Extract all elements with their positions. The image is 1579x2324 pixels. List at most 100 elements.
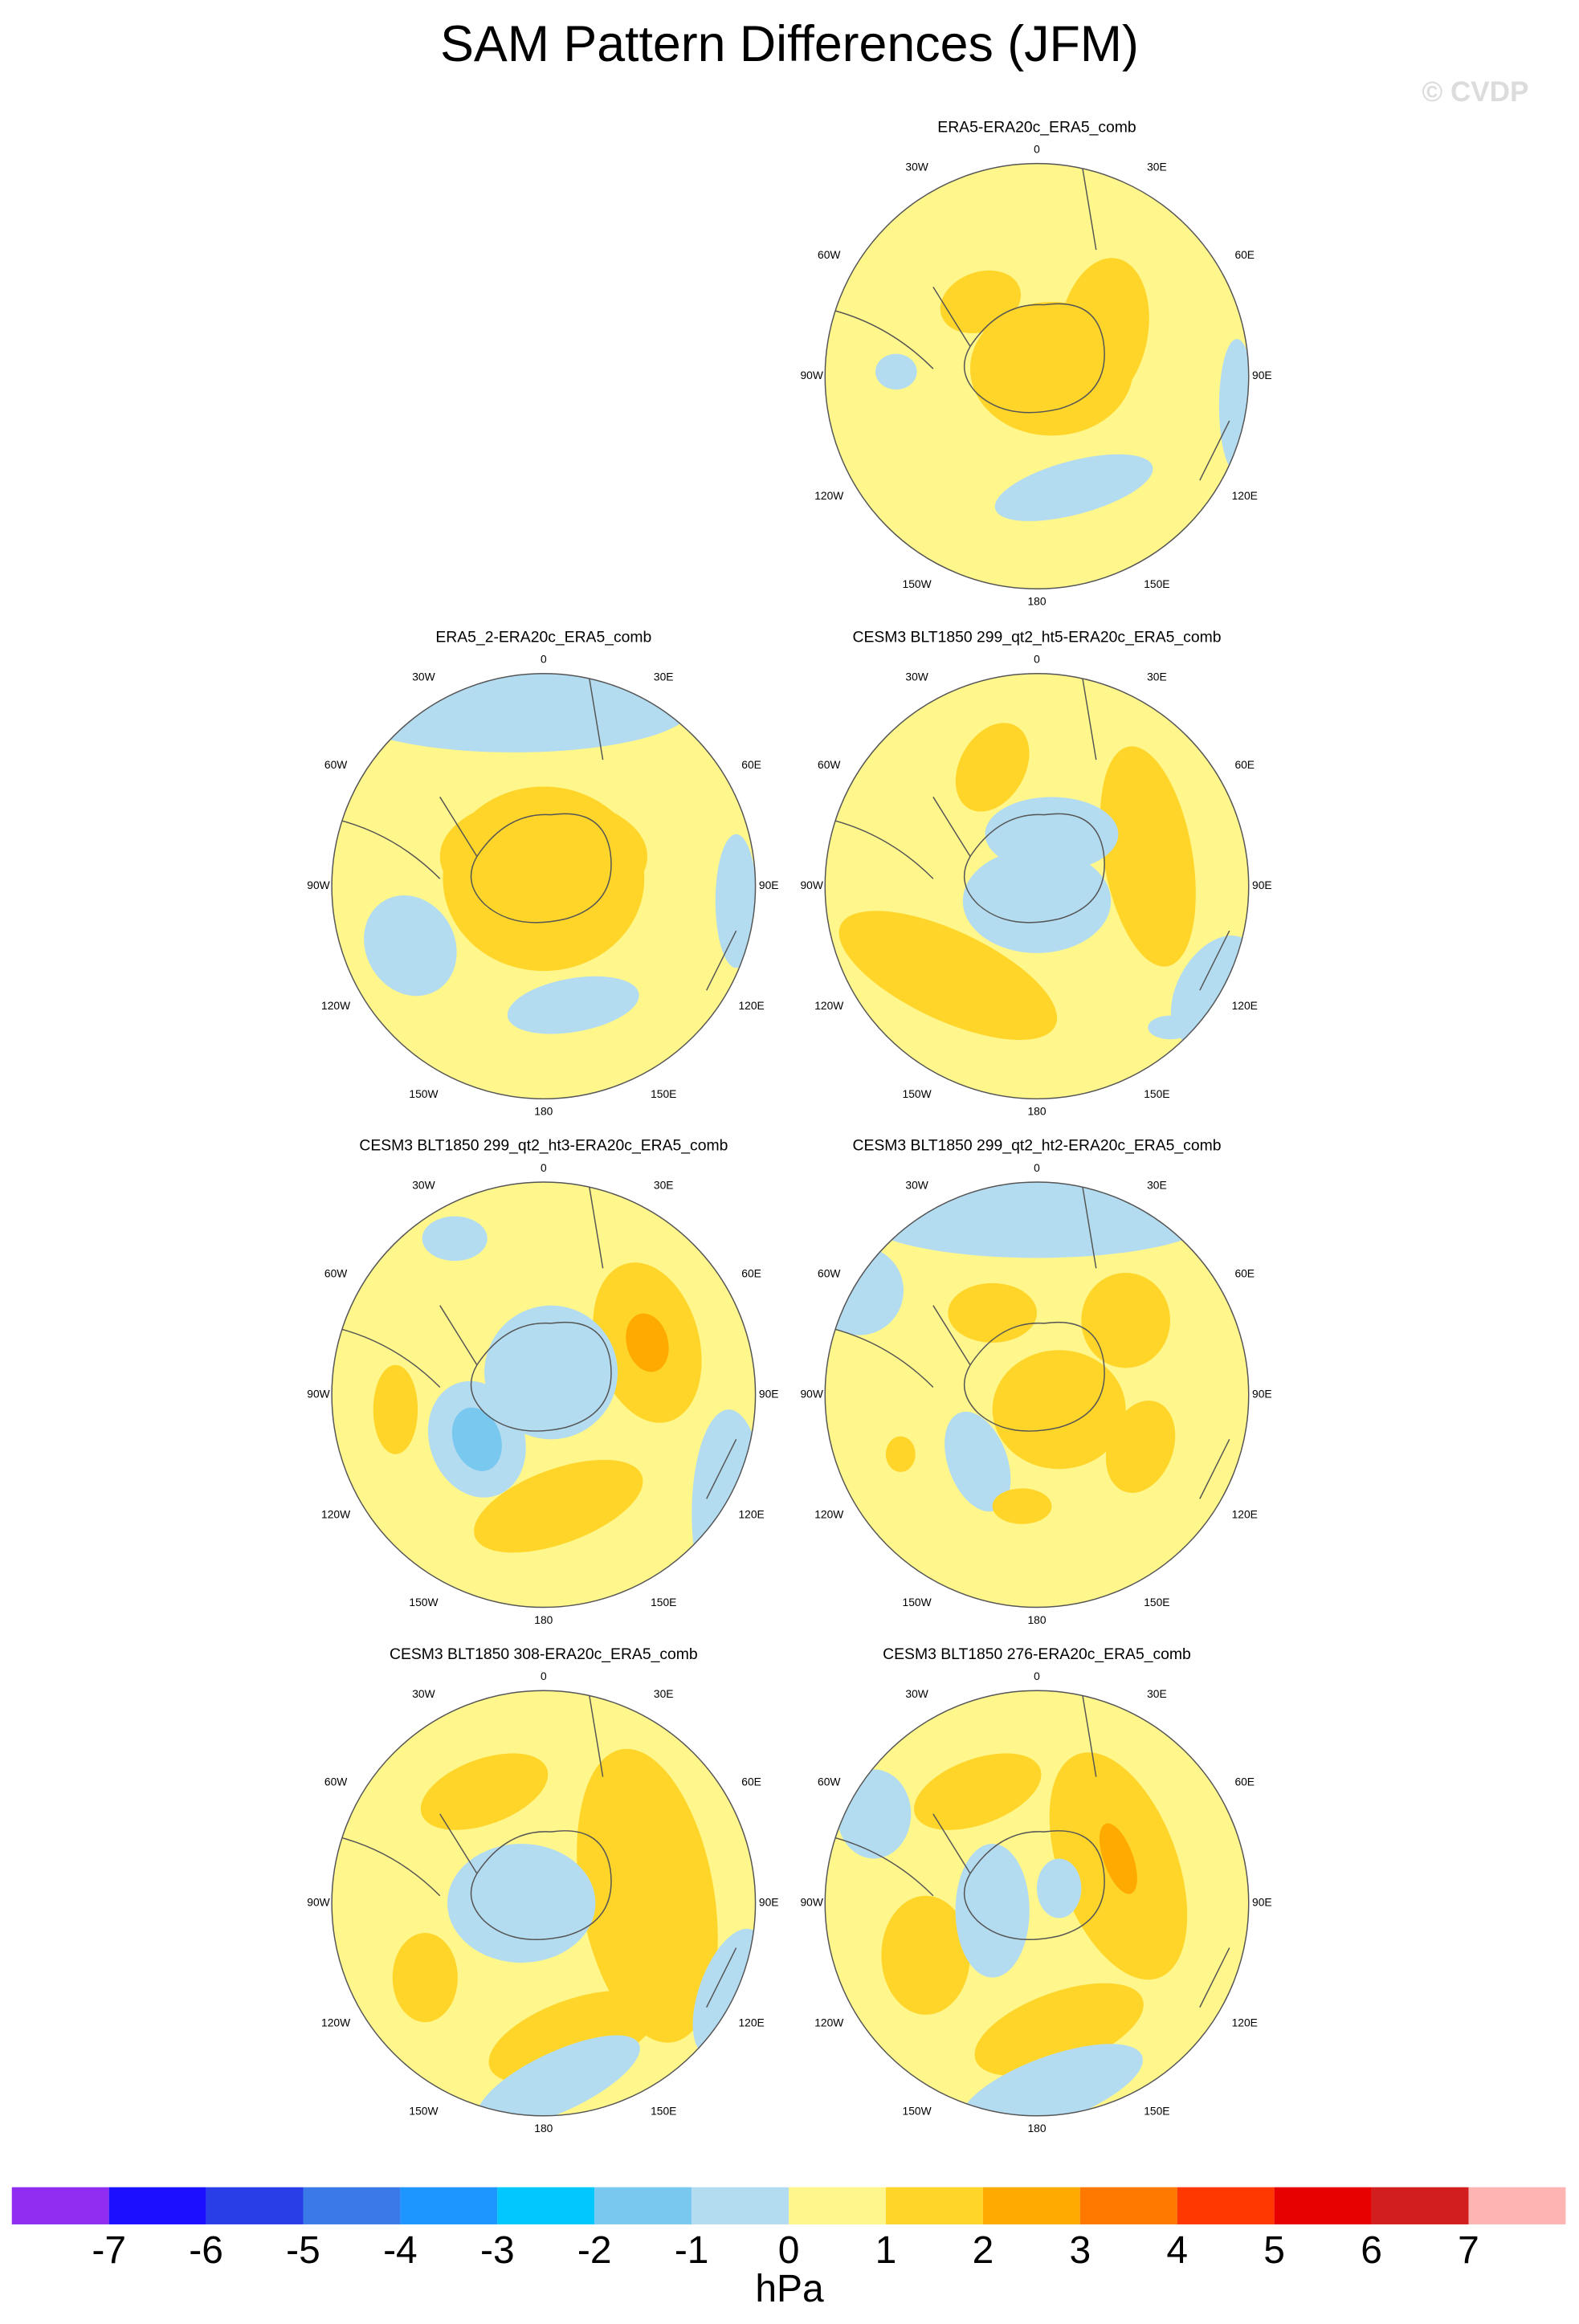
- lon-label: 120W: [814, 1507, 844, 1520]
- lon-label: 30E: [1147, 670, 1167, 683]
- lon-label: 120W: [321, 999, 351, 1012]
- color-box: [303, 2187, 401, 2224]
- lon-label: 150W: [903, 1087, 932, 1100]
- color-box: [789, 2187, 886, 2224]
- panel-title: CESM3 BLT1850 276-ERA20c_ERA5_comb: [883, 1645, 1191, 1663]
- lon-label: 180: [534, 1613, 553, 1626]
- colorbar-tick-label: 2: [973, 2229, 994, 2272]
- lon-label: 30W: [412, 670, 435, 683]
- color-box: [400, 2187, 498, 2224]
- contour-region: [484, 1305, 618, 1440]
- lon-label: 180: [1027, 595, 1046, 608]
- lon-label: 60W: [324, 1776, 348, 1788]
- map-border: [331, 1181, 757, 1608]
- lon-label: 90E: [1252, 1896, 1272, 1909]
- colorbar-tick-label: 4: [1166, 2229, 1188, 2272]
- contour-region: [955, 1843, 1030, 1978]
- color-box: [982, 2187, 1080, 2224]
- contour-region: [364, 895, 457, 997]
- contour-region: [577, 1748, 718, 2043]
- contour-region: [507, 976, 639, 1034]
- contour-region: [692, 1928, 756, 2057]
- color-box: [885, 2187, 983, 2224]
- contour-region: [447, 1843, 596, 1963]
- lon-label: 120W: [814, 2016, 844, 2029]
- colorbar-tick-label: 5: [1263, 2229, 1285, 2272]
- lon-label: 60E: [741, 758, 761, 771]
- panel-title: CESM3 BLT1850 299_qt2_ht5-ERA20c_ERA5_co…: [852, 628, 1221, 646]
- lon-label: 0: [541, 1670, 547, 1682]
- contour-region: [439, 797, 647, 916]
- contour-region: [1218, 339, 1249, 473]
- contour-region: [948, 1282, 1037, 1343]
- lon-label: 150E: [1144, 1596, 1169, 1608]
- lon-label: 120W: [814, 489, 844, 502]
- color-box: [11, 2187, 109, 2224]
- panel-title: CESM3 BLT1850 299_qt2_ht2-ERA20c_ERA5_co…: [852, 1137, 1221, 1155]
- contour-region: [875, 353, 917, 390]
- lon-label: 30W: [905, 1687, 928, 1700]
- map-border: [331, 673, 757, 1100]
- lon-label: 30E: [1147, 1687, 1167, 1700]
- color-box: [1371, 2187, 1469, 2224]
- colorbar-tick-label: 7: [1458, 2229, 1479, 2272]
- color-box: [1468, 2187, 1566, 2224]
- lon-label: 60E: [1234, 1776, 1255, 1788]
- lon-label: 150W: [409, 1596, 439, 1608]
- map-field: [829, 1690, 1230, 2116]
- lon-label: 180: [534, 2122, 553, 2134]
- lon-label: 90W: [800, 369, 823, 381]
- colorbar-tick-label: -1: [675, 2229, 709, 2272]
- map-panel: ERA5_2-ERA20c_ERA5_comb 0 30E 60E 90E 120E 150…: [307, 628, 778, 1117]
- colorbar-tick-label: -2: [577, 2229, 612, 2272]
- watermark: © CVDP: [1422, 76, 1528, 108]
- color-box: [206, 2187, 304, 2224]
- lon-label: 120E: [738, 999, 764, 1012]
- lon-label: 0: [541, 653, 547, 666]
- lon-label: 60W: [818, 248, 841, 261]
- colorbar-tick-label: -5: [286, 2229, 320, 2272]
- lon-label: 60E: [1234, 1266, 1255, 1279]
- lon-label: 120E: [1232, 489, 1258, 502]
- lon-label: 30W: [412, 1687, 435, 1700]
- lon-label: 120E: [738, 2016, 764, 2029]
- contour-region: [1105, 1401, 1176, 1493]
- lon-label: 150E: [651, 2104, 676, 2117]
- map-panel: CESM3 BLT1850 299_qt2_ht3-ERA20c_ERA5_co…: [307, 1137, 778, 1626]
- lon-label: 120W: [321, 1507, 351, 1520]
- lon-label: 0: [1034, 1670, 1040, 1682]
- lon-label: 30W: [905, 670, 928, 683]
- colorbar-tick-label: -7: [92, 2229, 126, 2272]
- panel-title: ERA5_2-ERA20c_ERA5_comb: [435, 628, 651, 646]
- lon-label: 120E: [1232, 1507, 1258, 1520]
- lon-label: 90W: [800, 1387, 823, 1400]
- lon-label: 30E: [654, 1687, 674, 1700]
- colorbar-tick-label: -6: [189, 2229, 223, 2272]
- map-field: [336, 1690, 756, 2116]
- colorbar-tick-label: 1: [875, 2229, 897, 2272]
- contour-region: [1148, 1015, 1193, 1040]
- lon-label: 180: [1027, 1105, 1046, 1118]
- map-panel: ERA5-ERA20c_ERA5_comb 0 30E 60E 90E 120E 150E 1…: [800, 118, 1271, 607]
- panel-title: CESM3 BLT1850 308-ERA20c_ERA5_comb: [390, 1645, 698, 1663]
- lon-label: 90W: [307, 879, 330, 891]
- lon-label: 60W: [324, 758, 348, 771]
- lon-label: 120E: [738, 1507, 764, 1520]
- lon-label: 90W: [307, 1896, 330, 1909]
- contour-region: [422, 1216, 488, 1262]
- lon-label: 0: [1034, 1161, 1040, 1174]
- lon-label: 90E: [1252, 369, 1272, 381]
- lon-label: 150E: [1144, 1087, 1169, 1100]
- lon-label: 90E: [759, 879, 779, 891]
- colorbar-tick-label: -4: [383, 2229, 418, 2272]
- contour-region: [992, 1488, 1052, 1524]
- panel-title: CESM3 BLT1850 299_qt2_ht3-ERA20c_ERA5_co…: [359, 1137, 728, 1155]
- lon-label: 60E: [1234, 758, 1255, 771]
- lon-label: 150W: [903, 2104, 932, 2117]
- lon-label: 30W: [412, 1179, 435, 1192]
- map-panel: CESM3 BLT1850 276-ERA20c_ERA5_comb 0 30E 60…: [800, 1645, 1272, 2134]
- color-box: [497, 2187, 595, 2224]
- contour-region: [476, 2035, 640, 2116]
